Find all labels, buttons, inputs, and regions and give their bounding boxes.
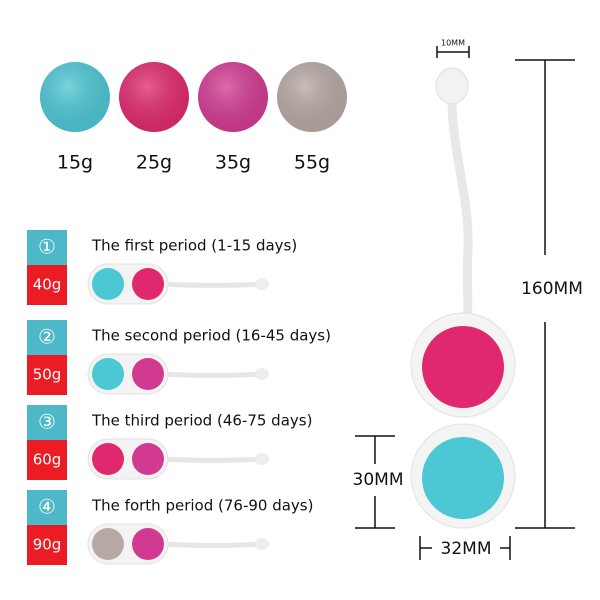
number-box bbox=[27, 490, 67, 525]
period-number: ④ bbox=[38, 495, 56, 519]
period-weight: 60g bbox=[33, 451, 62, 469]
string bbox=[159, 456, 263, 463]
period-weight: 50g bbox=[33, 366, 62, 384]
handle bbox=[435, 67, 469, 105]
ball bbox=[92, 358, 124, 390]
string bbox=[159, 541, 263, 548]
handle bbox=[255, 453, 269, 465]
period-number: ② bbox=[38, 325, 56, 349]
ball bbox=[422, 326, 504, 408]
string bbox=[159, 281, 263, 288]
product bbox=[410, 67, 516, 529]
period-label: The first period (1-15 days) bbox=[91, 237, 297, 255]
ball bbox=[92, 443, 124, 475]
ball bbox=[132, 268, 164, 300]
string bbox=[447, 95, 473, 323]
weight-box bbox=[27, 440, 67, 480]
weight-box bbox=[27, 355, 67, 395]
ball bbox=[92, 528, 124, 560]
ball bbox=[132, 443, 164, 475]
ball bbox=[132, 528, 164, 560]
ball bbox=[92, 268, 124, 300]
string bbox=[159, 371, 263, 378]
ball bbox=[132, 358, 164, 390]
dimension-label: 30MM bbox=[353, 470, 404, 490]
period-weight: 40g bbox=[33, 276, 62, 294]
number-box bbox=[27, 230, 67, 265]
number-box bbox=[27, 405, 67, 440]
weight-label: 25g bbox=[136, 152, 172, 174]
ball-sheen bbox=[40, 62, 110, 132]
ball-sheen bbox=[198, 62, 268, 132]
dimension-label: 160MM bbox=[521, 279, 583, 299]
weight-label: 55g bbox=[294, 152, 330, 174]
dimension-label: 32MM bbox=[441, 539, 492, 559]
dimension-lines bbox=[355, 46, 575, 560]
ball-sheen bbox=[277, 62, 347, 132]
number-box bbox=[27, 320, 67, 355]
handle bbox=[255, 538, 269, 550]
weight-box bbox=[27, 525, 67, 565]
period-label: The forth period (76-90 days) bbox=[91, 497, 313, 515]
ball-sheen bbox=[119, 62, 189, 132]
dimension-label: 10MM bbox=[441, 39, 465, 48]
weight-label: 15g bbox=[57, 152, 93, 174]
ball bbox=[422, 437, 504, 519]
period-number: ③ bbox=[38, 410, 56, 434]
period-weight: 90g bbox=[33, 536, 62, 554]
handle bbox=[255, 368, 269, 380]
period-number: ① bbox=[38, 235, 56, 259]
handle bbox=[255, 278, 269, 290]
weight-box bbox=[27, 265, 67, 305]
weight-label: 35g bbox=[215, 152, 251, 174]
period-label: The second period (16-45 days) bbox=[91, 327, 331, 345]
period-label: The third period (46-75 days) bbox=[91, 412, 312, 430]
